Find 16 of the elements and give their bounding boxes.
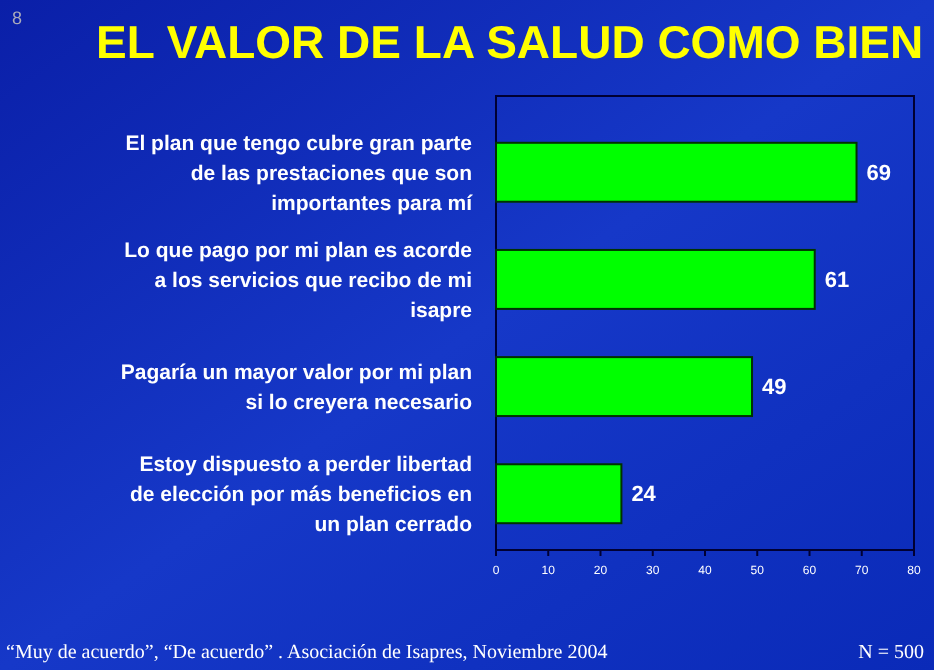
- data-label: 69: [866, 161, 892, 186]
- data-label: 61: [824, 269, 850, 294]
- data-label: 24: [631, 483, 658, 508]
- text: “Muy de acuerdo”, “De acuerdo” . Asociación de Isapres, Noviembre 2004: [6, 642, 608, 664]
- y-tick-label: Pagaría un mayor valor por mi plan si lo creyera necesario: [120, 360, 472, 415]
- bar: [495, 248, 816, 310]
- y-tick-label: El plan que tengo cubre gran parte de las prestaciones que son importantes para mí: [125, 131, 475, 216]
- bar: [495, 463, 623, 525]
- text: 8: [12, 8, 23, 28]
- y-tick-label: Lo que pago por mi plan es acorde a los servicios que recibo de mi isapre: [124, 238, 473, 323]
- y-tick-label: Estoy dispuesto a perder libertad de elección por más beneficios en un plan cerrado: [130, 453, 472, 538]
- bar: [495, 356, 754, 418]
- chart-title: EL VALOR DE LA SALUD COMO BIEN: [96, 16, 924, 68]
- text: N = 500: [858, 642, 924, 664]
- bar: [495, 141, 858, 203]
- data-label: 49: [762, 376, 787, 401]
